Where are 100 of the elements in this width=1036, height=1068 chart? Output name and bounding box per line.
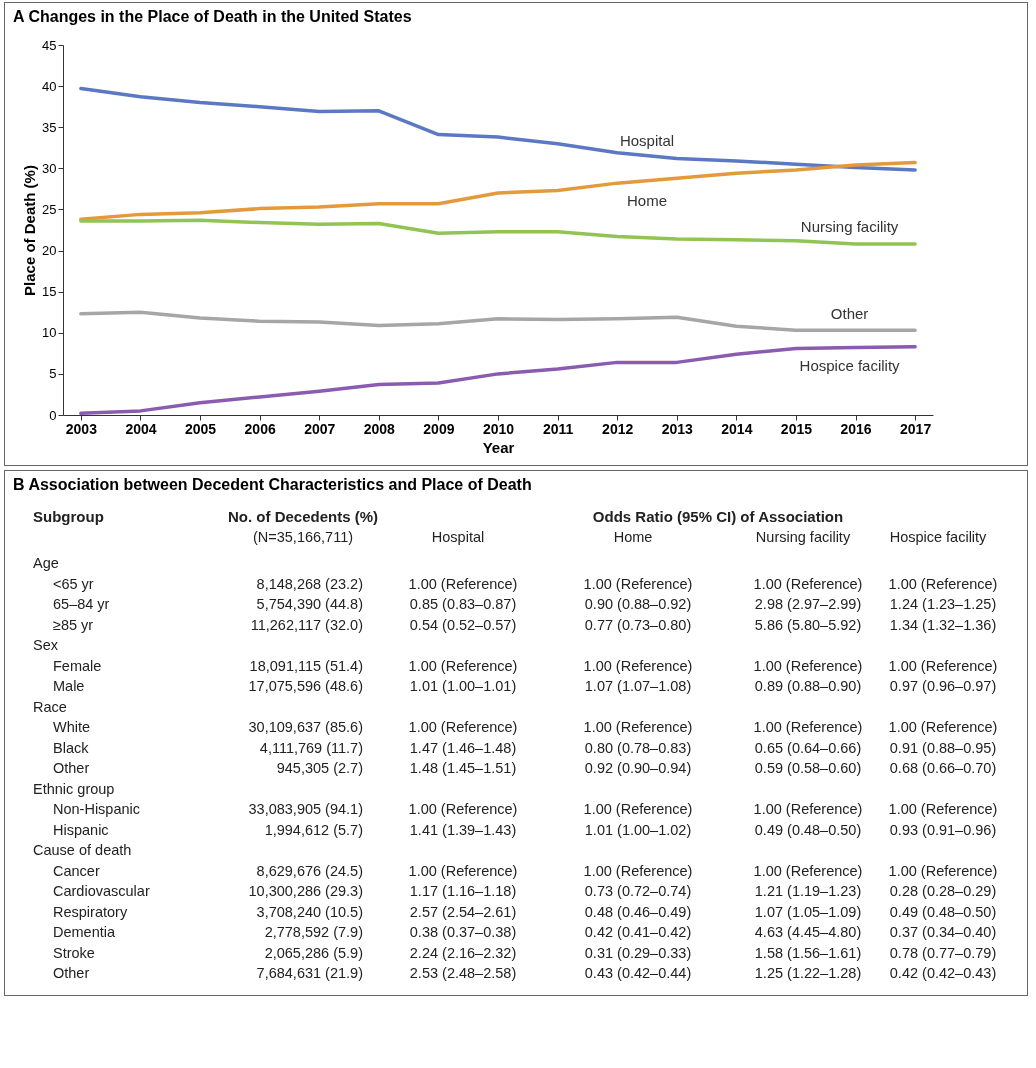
category-label: Respiratory bbox=[53, 903, 128, 920]
text: 0.42 (0.42–0.43) bbox=[889, 965, 997, 982]
series-label: Hospice facility bbox=[799, 357, 901, 375]
category-label: Dementia bbox=[53, 924, 116, 941]
text: 1.00 (Reference) bbox=[753, 719, 863, 736]
text: 18,091,115 (51.4) bbox=[249, 657, 363, 674]
text: Odds Ratio (95% CI) of Association bbox=[592, 508, 844, 526]
text: 1.00 (Reference) bbox=[408, 657, 518, 674]
text: 5,754,390 (44.8) bbox=[256, 596, 363, 613]
line-series bbox=[79, 218, 917, 246]
text: 1.00 (Reference) bbox=[583, 657, 693, 674]
x-tick-label: 2006 bbox=[244, 420, 276, 437]
category-label: White bbox=[53, 719, 91, 736]
x-tick-label: 2013 bbox=[661, 420, 694, 437]
category-label: Non-Hispanic bbox=[53, 801, 141, 818]
text: 0.85 (0.83–0.87) bbox=[409, 596, 517, 613]
text: 0.38 (0.37–0.38) bbox=[409, 924, 517, 941]
category-label: Subgroup bbox=[33, 508, 104, 526]
series-label: Hospital bbox=[619, 131, 675, 149]
category-label: Home bbox=[613, 528, 653, 545]
text: 0.89 (0.88–0.90) bbox=[754, 678, 862, 695]
category-label: ≥85 yr bbox=[53, 616, 94, 633]
text: 4.63 (4.45–4.80) bbox=[754, 924, 862, 941]
text: 1.00 (Reference) bbox=[753, 575, 863, 592]
category-label: Hospice facility bbox=[889, 528, 988, 545]
category-label: Race bbox=[33, 698, 67, 715]
series-label: Home bbox=[626, 192, 667, 210]
line-series bbox=[79, 310, 917, 333]
text: 1.07 (1.05–1.09) bbox=[754, 903, 862, 920]
y-tick-label: 45 bbox=[42, 37, 57, 53]
text: 1,994,612 (5.7) bbox=[264, 821, 363, 838]
text: 5.86 (5.80–5.92) bbox=[754, 616, 862, 633]
x-tick-label: 2016 bbox=[840, 420, 872, 437]
text: (N=35,166,711) bbox=[252, 528, 354, 545]
text: 1.00 (Reference) bbox=[408, 801, 518, 818]
text: 0.90 (0.88–0.92) bbox=[584, 596, 692, 613]
text: 0.28 (0.28–0.29) bbox=[889, 883, 997, 900]
text: 1.00 (Reference) bbox=[753, 801, 863, 818]
y-tick-label: 15 bbox=[42, 284, 57, 300]
text: 0.49 (0.48–0.50) bbox=[889, 903, 997, 920]
text: 1.00 (Reference) bbox=[888, 719, 998, 736]
text: 1.00 (Reference) bbox=[753, 862, 863, 879]
series-label: Other bbox=[830, 305, 869, 323]
text: 0.92 (0.90–0.94) bbox=[584, 760, 692, 777]
category-label: Male bbox=[53, 678, 85, 695]
category-label: Hospital bbox=[431, 528, 485, 545]
text: 1.00 (Reference) bbox=[888, 657, 998, 674]
text: 33,083,905 (94.1) bbox=[248, 801, 363, 818]
text: 0.48 (0.46–0.49) bbox=[584, 903, 692, 920]
text: 0.80 (0.78–0.83) bbox=[584, 739, 692, 756]
category-label: Age bbox=[33, 555, 59, 572]
x-tick-label: 2017 bbox=[900, 420, 932, 437]
category-label: Sex bbox=[33, 637, 58, 654]
text: 1.47 (1.46–1.48) bbox=[409, 739, 517, 756]
text: 2.53 (2.48–2.58) bbox=[409, 965, 517, 982]
y-axis-title: Place of Death (%) bbox=[21, 165, 39, 296]
text: 0.54 (0.52–0.57) bbox=[409, 616, 517, 633]
text: 4,111,769 (11.7) bbox=[259, 739, 363, 756]
text: 1.00 (Reference) bbox=[888, 801, 998, 818]
text: 2,778,592 (7.9) bbox=[264, 924, 363, 941]
text: 0.43 (0.42–0.44) bbox=[584, 965, 692, 982]
text: 1.21 (1.19–1.23) bbox=[754, 883, 862, 900]
category-label: Black bbox=[53, 739, 89, 756]
text: 0.93 (0.91–0.96) bbox=[889, 821, 997, 838]
text: 1.00 (Reference) bbox=[408, 862, 518, 879]
x-tick-label: 2010 bbox=[482, 420, 515, 437]
text: 945,305 (2.7) bbox=[276, 760, 363, 777]
y-tick-label: 25 bbox=[42, 201, 57, 217]
x-tick-label: 2014 bbox=[721, 420, 753, 437]
x-tick-label: 2005 bbox=[184, 420, 217, 437]
x-tick-label: 2015 bbox=[780, 420, 813, 437]
text: 10,300,286 (29.3) bbox=[248, 883, 363, 900]
category-label: <65 yr bbox=[53, 575, 94, 592]
y-tick-label: 10 bbox=[42, 325, 57, 341]
y-tick-label: 35 bbox=[42, 119, 57, 135]
text: 0.31 (0.29–0.33) bbox=[584, 944, 692, 961]
x-tick-label: 2003 bbox=[65, 420, 98, 437]
text: 7,684,631 (21.9) bbox=[256, 965, 363, 982]
category-label: No. of Decedents (%) bbox=[227, 508, 379, 526]
text: 2,065,286 (5.9) bbox=[264, 944, 363, 961]
text: 1.00 (Reference) bbox=[888, 862, 998, 879]
text: 0.77 (0.73–0.80) bbox=[584, 616, 692, 633]
x-tick-label: 2004 bbox=[125, 420, 157, 437]
text: 1.00 (Reference) bbox=[408, 575, 518, 592]
line-series bbox=[79, 345, 917, 416]
text: 1.00 (Reference) bbox=[888, 575, 998, 592]
text: 0.73 (0.72–0.74) bbox=[584, 883, 692, 900]
text: 1.00 (Reference) bbox=[583, 862, 693, 879]
text: 2.57 (2.54–2.61) bbox=[409, 903, 517, 920]
category-label: Hispanic bbox=[53, 821, 109, 838]
category-label: Other bbox=[53, 760, 90, 777]
category-label: Ethnic group bbox=[33, 780, 115, 797]
text: 1.00 (Reference) bbox=[753, 657, 863, 674]
text: 1.00 (Reference) bbox=[583, 719, 693, 736]
text: 0.91 (0.88–0.95) bbox=[889, 739, 997, 756]
category-label: Female bbox=[53, 657, 102, 674]
text: 1.25 (1.22–1.28) bbox=[754, 965, 862, 982]
text: 1.24 (1.23–1.25) bbox=[889, 596, 997, 613]
text: 30,109,637 (85.6) bbox=[248, 719, 363, 736]
text: 1.34 (1.32–1.36) bbox=[889, 616, 997, 633]
